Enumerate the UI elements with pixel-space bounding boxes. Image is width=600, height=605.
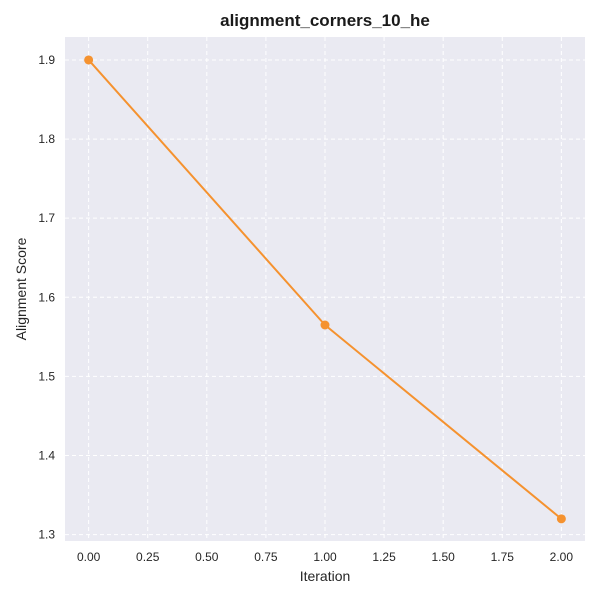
- x-tick-label: 0.75: [254, 550, 278, 564]
- data-point: [84, 55, 94, 65]
- tick-labels: 0.00 0.25 0.50 0.75 1.00 1.25 1.50 1.75 2.00 1.3 1…: [38, 53, 573, 564]
- x-tick-label: 0.00: [77, 550, 101, 564]
- y-tick-label: 1.4: [38, 449, 55, 463]
- x-tick-label: 0.25: [136, 550, 160, 564]
- data-point: [320, 320, 330, 330]
- x-axis-label: Iteration: [299, 568, 351, 584]
- x-tick-label: 1.00: [313, 550, 337, 564]
- series-layer: [84, 55, 566, 524]
- y-tick-label: 1.9: [38, 53, 55, 67]
- x-tick-label: 0.50: [195, 550, 219, 564]
- chart-title: alignment_corners_10_he: [220, 11, 430, 30]
- y-tick-label: 1.8: [38, 132, 55, 146]
- grid-lines: [65, 37, 585, 541]
- x-tick-label: 1.50: [432, 550, 456, 564]
- y-tick-label: 1.5: [38, 369, 55, 383]
- x-tick-label: 1.75: [491, 550, 515, 564]
- y-tick-label: 1.3: [38, 528, 55, 542]
- data-point: [556, 514, 566, 524]
- x-tick-label: 2.00: [550, 550, 574, 564]
- y-tick-label: 1.6: [38, 290, 55, 304]
- x-tick-label: 1.25: [372, 550, 396, 564]
- y-axis-label: Alignment Score: [13, 237, 29, 341]
- y-tick-label: 1.7: [38, 211, 55, 225]
